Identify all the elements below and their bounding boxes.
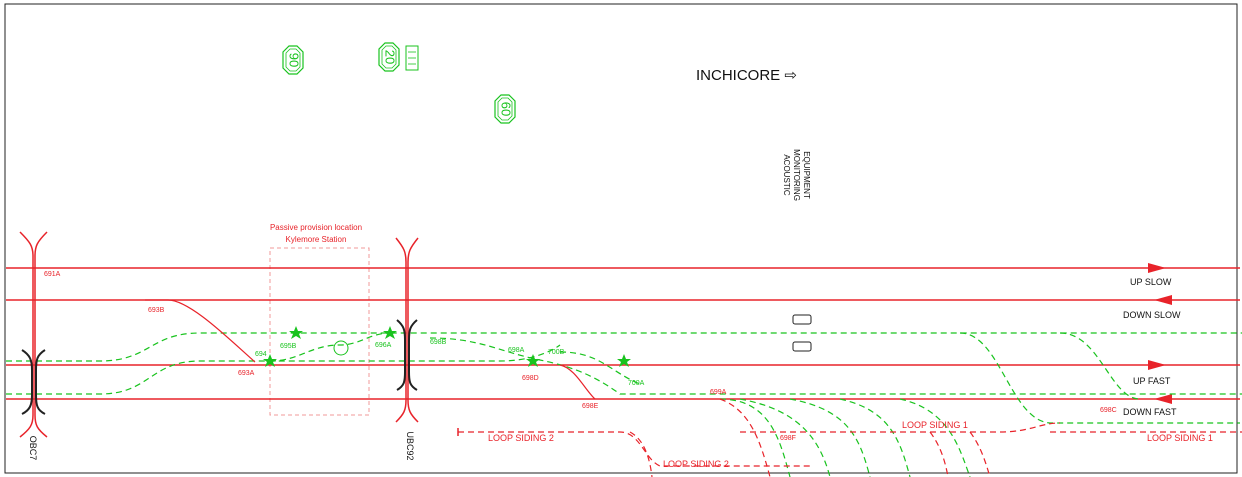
point-label-699a: 699A xyxy=(710,389,727,396)
red-crossover-693 xyxy=(145,299,256,363)
green-fan-5 xyxy=(899,398,971,477)
green-track-upper xyxy=(6,332,1242,362)
speed-sign-60: 60 xyxy=(494,94,516,124)
svg-text:ACOUSTIC: ACOUSTIC xyxy=(782,154,791,196)
green-track-lower xyxy=(429,337,1242,395)
green-branch-right xyxy=(959,332,1240,424)
green-circle-marker xyxy=(333,340,349,356)
point-label-695b: 695B xyxy=(280,343,297,350)
point-label-696a: 696A xyxy=(375,342,392,349)
speed-sign-90-text: 90 xyxy=(287,53,302,67)
frame-border xyxy=(4,3,1238,474)
speed-sign-20-text: 20 xyxy=(383,50,398,64)
svg-text:MONITORING: MONITORING xyxy=(792,149,801,201)
point-label-700a: 700A xyxy=(628,380,645,387)
red-fan-2 xyxy=(629,431,653,477)
up-fast-label: UP FAST xyxy=(1133,376,1171,386)
speed-sign-20-plate xyxy=(405,45,419,71)
signal-star-4 xyxy=(526,354,540,367)
signal-star-2 xyxy=(263,354,277,367)
red-crossover-698 xyxy=(559,364,596,400)
red-fan-4 xyxy=(969,431,991,477)
loop-siding-1-right-label: LOOP SIDING 1 xyxy=(1147,433,1213,443)
point-label-691a: 691A xyxy=(44,271,61,278)
up-slow-arrow xyxy=(1148,263,1166,273)
svg-text:EQUIPMENT: EQUIPMENT xyxy=(802,151,811,199)
point-label-698b: 698B xyxy=(430,339,447,346)
speed-sign-90: 90 xyxy=(282,45,304,75)
provision-note-line2: Kylemore Station xyxy=(286,235,347,244)
equipment-label: ACOUSTIC MONITORING EQUIPMENT xyxy=(782,149,811,201)
green-fan-3 xyxy=(789,398,871,477)
point-label-693b: 693B xyxy=(148,307,165,314)
provision-note-line1: Passive provision location xyxy=(270,223,362,232)
speed-sign-20: 20 xyxy=(378,42,419,72)
monitor-box-2 xyxy=(792,341,812,352)
bridge-ubc92-label: UBC92 xyxy=(405,431,415,460)
loop-siding-1-mid-label: LOOP SIDING 1 xyxy=(902,420,968,430)
green-fan-2 xyxy=(739,398,831,477)
monitor-box-1 xyxy=(792,314,812,325)
signal-star-5 xyxy=(617,354,631,367)
down-fast-arrow xyxy=(1154,394,1172,404)
green-fan-4 xyxy=(839,398,911,477)
bridge-obc7: OBC7 xyxy=(19,231,48,461)
point-label-698e: 698E xyxy=(582,403,599,410)
point-label-698c: 698C xyxy=(1100,407,1117,414)
green-crossover-1 xyxy=(269,332,391,362)
down-fast-label: DOWN FAST xyxy=(1123,407,1177,417)
provision-box xyxy=(269,247,370,416)
green-track-middle xyxy=(6,344,561,395)
bridge-obc7-label: OBC7 xyxy=(28,436,38,461)
green-crossover-2 xyxy=(559,351,641,385)
loop-siding-2-bottom-label: LOOP SIDING 2 xyxy=(663,459,729,469)
green-crossover-3 xyxy=(1059,332,1141,400)
red-fan-3 xyxy=(929,431,949,477)
loop-siding-2-left-label: LOOP SIDING 2 xyxy=(488,433,554,443)
point-label-694: 694 xyxy=(255,351,267,358)
point-label-698d: 698D xyxy=(522,375,539,382)
point-label-698a: 698A xyxy=(508,347,525,354)
down-slow-arrow xyxy=(1154,295,1172,305)
speed-sign-60-text: 60 xyxy=(499,102,514,116)
point-label-698f: 698F xyxy=(780,435,796,442)
signal-stars xyxy=(263,326,631,367)
up-fast-arrow xyxy=(1148,360,1166,370)
up-slow-label: UP SLOW xyxy=(1130,277,1172,287)
down-slow-label: DOWN SLOW xyxy=(1123,310,1181,320)
destination-label: INCHICORE ⇨ xyxy=(696,67,797,84)
point-label-700b: 700B xyxy=(548,349,565,356)
loop-siding-2-track xyxy=(458,431,810,467)
red-fan-1 xyxy=(719,398,771,477)
signal-star-1 xyxy=(289,326,303,339)
signal-star-3 xyxy=(383,326,397,339)
loop-siding-1-track-mid xyxy=(740,422,1061,433)
bridge-ubc92: UBC92 xyxy=(395,237,419,461)
green-fan-1 xyxy=(719,398,791,477)
point-label-693a: 693A xyxy=(238,370,255,377)
